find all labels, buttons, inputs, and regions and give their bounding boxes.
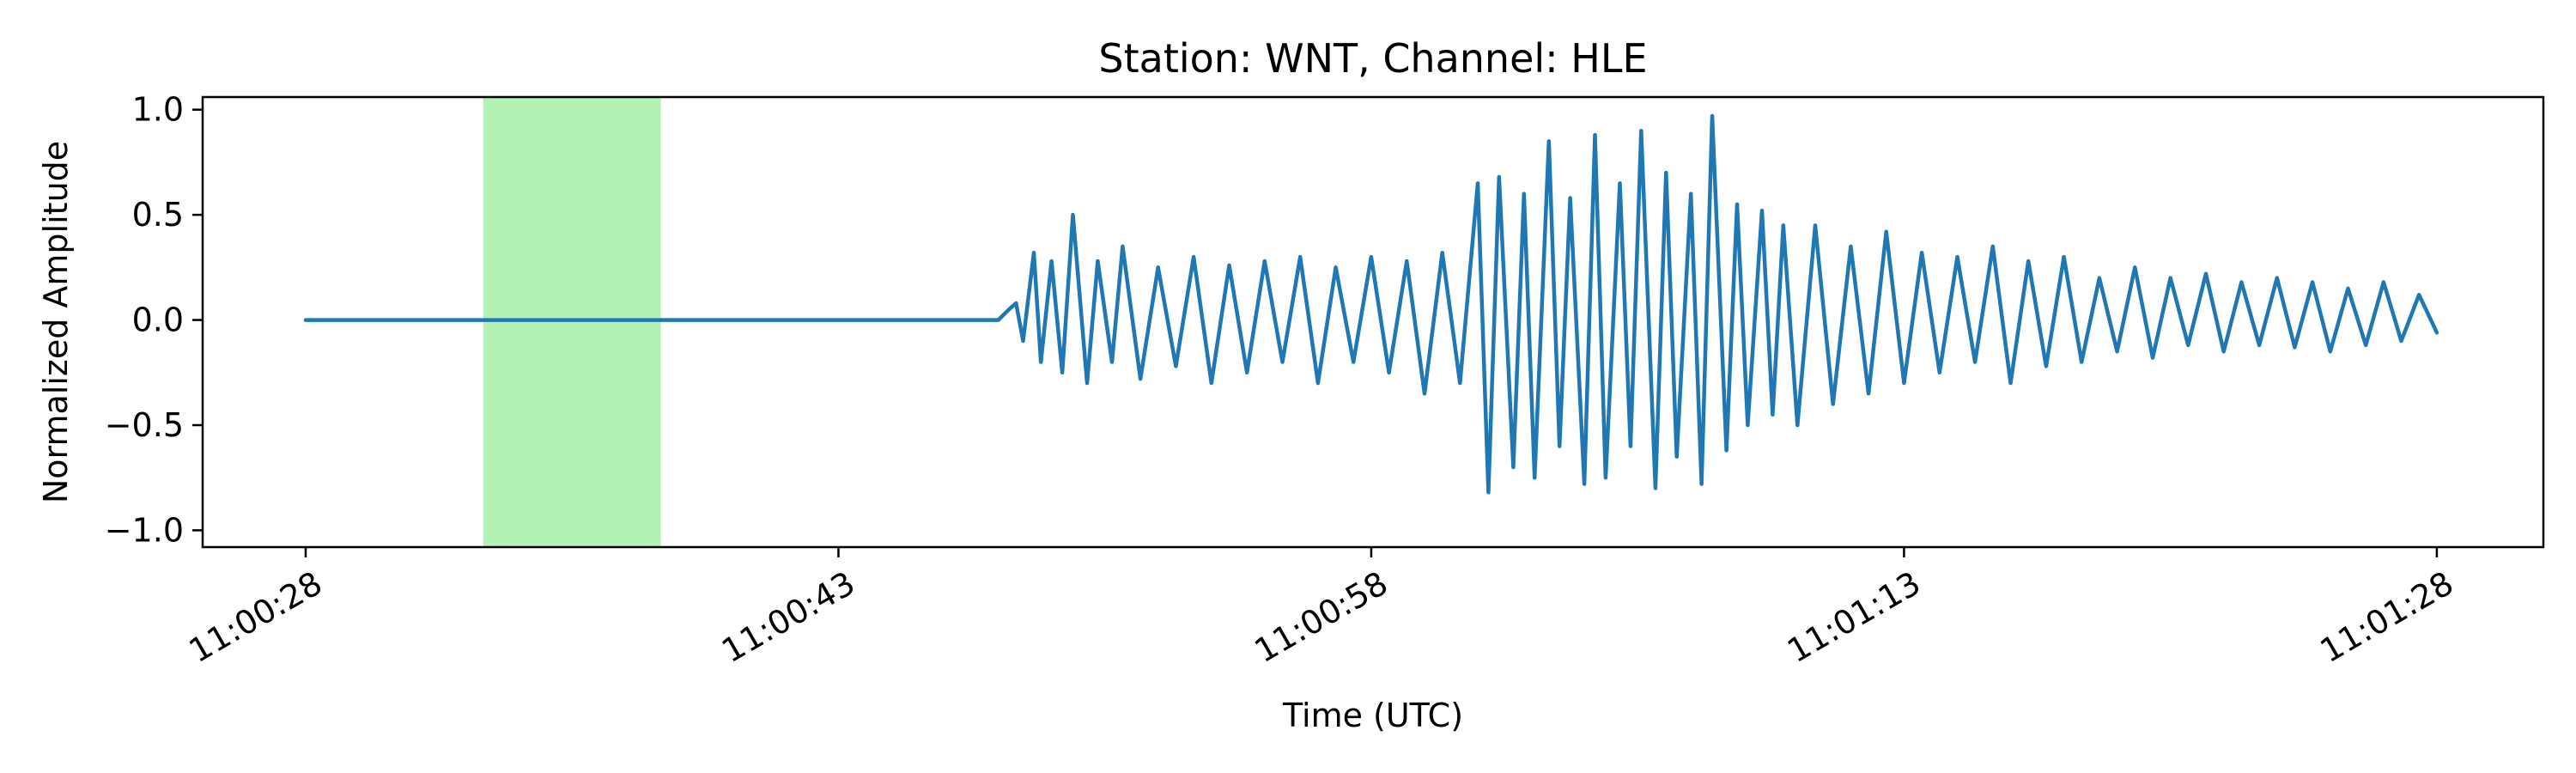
plot-area	[303, 97, 2439, 547]
y-tick-label: 0.5	[132, 196, 184, 234]
x-axis-title: Time (UTC)	[1282, 697, 1463, 734]
waveform-series-line	[303, 113, 2439, 495]
chart-title: Station: WNT, Channel: HLE	[1098, 35, 1647, 82]
y-axis-title: Normalized Amplitude	[37, 141, 75, 503]
y-tick-label: 1.0	[132, 91, 184, 129]
y-tick-label: −0.5	[105, 406, 184, 444]
axes-frame	[201, 95, 2545, 549]
y-tick-label: 0.0	[132, 301, 184, 339]
y-axis: 1.0 0.5 0.0 −0.5 −1.0	[105, 91, 203, 549]
y-tick-label: −1.0	[105, 511, 184, 549]
highlight-window	[483, 97, 661, 547]
